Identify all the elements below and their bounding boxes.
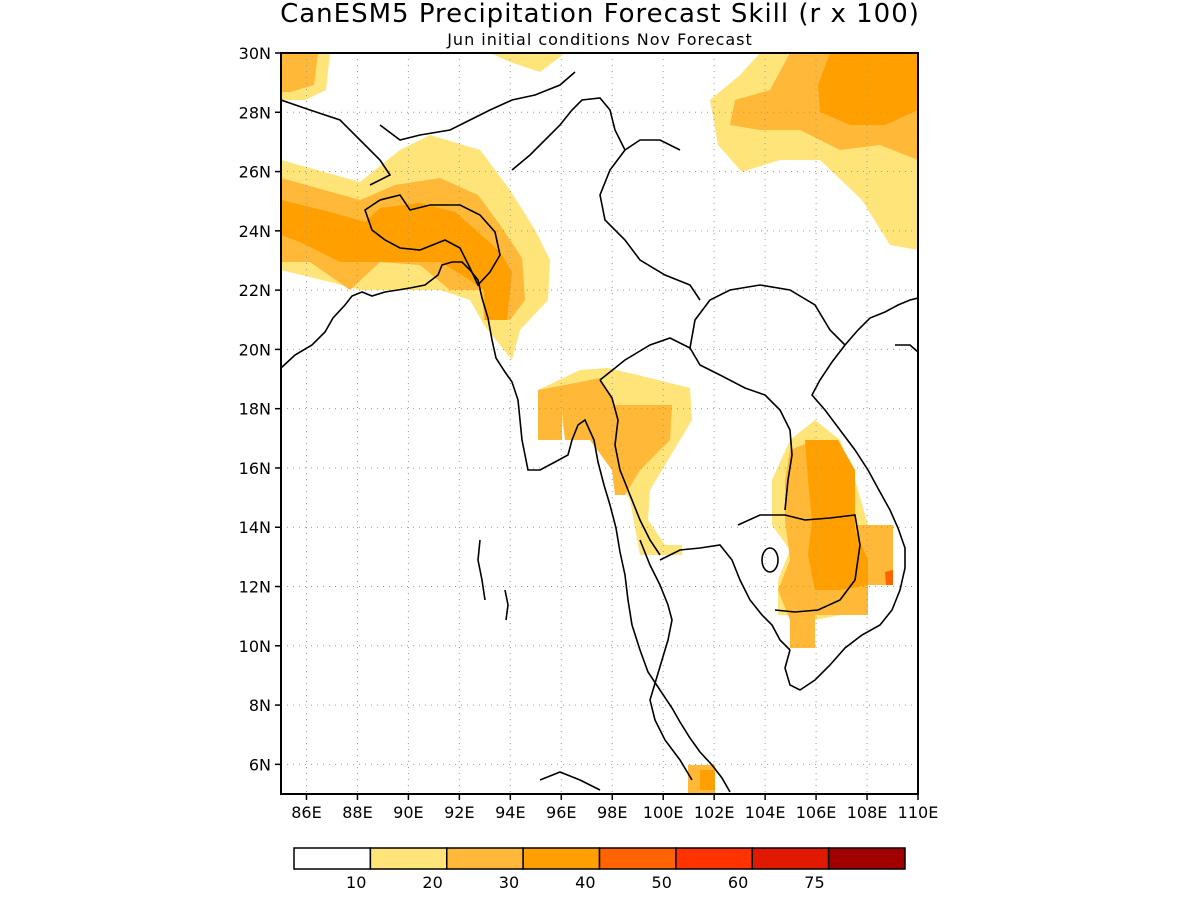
longitude-ticks: 86E 88E 90E 92E 94E 96E 98E 100E 102E 104E 106E 108… (291, 794, 938, 822)
lat-tick-label: 30N (239, 44, 271, 63)
east-border-ne (624, 139, 681, 151)
colorbar-swatch (369, 847, 448, 870)
india-east-coast (281, 261, 731, 793)
lon-tick-label: 104E (745, 803, 786, 822)
map-frame (280, 52, 919, 795)
lat-tick-label: 20N (239, 340, 271, 359)
lon-tick-label: 86E (291, 803, 321, 822)
lat-tick-label: 24N (239, 222, 271, 241)
gulf-east-coast (659, 544, 791, 651)
colorbar-label: 60 (728, 873, 748, 892)
lon-tick-label: 92E (444, 803, 474, 822)
lat-tick-label: 10N (239, 637, 271, 656)
colorbar-label: 10 (346, 873, 366, 892)
hainan-island (895, 344, 918, 353)
northeast-india-border (379, 71, 576, 141)
thailand-laos-border (599, 337, 793, 511)
lat-tick-label: 28N (239, 103, 271, 122)
lon-tick-label: 98E (597, 803, 627, 822)
lat-tick-label: 22N (239, 281, 271, 300)
laos-vietnam-border (689, 284, 846, 349)
skill-region-central-mid (538, 378, 672, 495)
cambodia-border (737, 514, 861, 613)
coastlines-and-borders (281, 71, 918, 793)
malay-peninsula (539, 771, 601, 791)
colorbar-swatch (751, 847, 830, 870)
map-title: CanESM5 Precipitation Forecast Skill (r … (280, 0, 920, 29)
lon-tick-label: 102E (694, 803, 735, 822)
lat-tick-label: 16N (239, 459, 271, 478)
colorbar-swatch (522, 847, 601, 870)
lon-tick-label: 110E (898, 803, 939, 822)
lon-tick-label: 90E (393, 803, 423, 822)
skill-region-top-light (490, 53, 565, 72)
colorbar-swatch (598, 847, 677, 870)
colorbar-label: 20 (422, 873, 442, 892)
skill-region-indochina-dark (805, 440, 868, 590)
skill-region-nw-mid (281, 53, 318, 92)
latitude-ticks: 6N 8N 10N 12N 14N 16N 18N 20N 22N 24N 26N 28N 30N (239, 44, 281, 774)
map-subtitle: Jun initial conditions Nov Forecast (446, 30, 753, 49)
lon-tick-label: 94E (495, 803, 525, 822)
lat-tick-label: 6N (249, 755, 271, 774)
colorbar-swatch (675, 847, 753, 870)
lat-tick-label: 12N (239, 578, 271, 597)
skill-region-ne-dark (818, 53, 918, 125)
lat-tick-label: 18N (239, 400, 271, 419)
myanmar-china-border (511, 97, 701, 301)
vietnam-coast (784, 297, 918, 691)
colorbar-label: 40 (575, 873, 595, 892)
colorbar-label: 30 (499, 873, 519, 892)
lon-tick-label: 106E (796, 803, 837, 822)
andaman-islands (477, 539, 509, 621)
himalaya-border (281, 99, 392, 186)
colorbar-swatch (293, 847, 372, 870)
colorbar-swatch (827, 847, 906, 870)
skill-region-south-dark (700, 770, 715, 790)
lon-tick-label: 100E (643, 803, 684, 822)
lon-tick-label: 88E (342, 803, 372, 822)
gulf-of-thailand-coast (639, 539, 693, 781)
skill-region-central-mid-2 (538, 410, 562, 440)
colorbar-label: 75 (804, 873, 824, 892)
lon-tick-label: 96E (546, 803, 576, 822)
myanmar-thailand-border (599, 379, 661, 556)
lat-tick-label: 14N (239, 518, 271, 537)
lon-tick-label: 108E (847, 803, 888, 822)
colorbar-label: 50 (652, 873, 672, 892)
bangladesh-border (364, 194, 501, 287)
colorbar-swatch (446, 847, 524, 870)
colorbar: 10 20 30 40 50 60 75 (293, 847, 906, 892)
skill-region-bengal-dark (281, 200, 512, 320)
skill-shading (281, 53, 918, 794)
lat-tick-label: 26N (239, 163, 271, 182)
tonle-sap-lake (761, 547, 779, 573)
skill-region-indochina-hot (885, 570, 893, 585)
lat-tick-label: 8N (249, 696, 271, 715)
